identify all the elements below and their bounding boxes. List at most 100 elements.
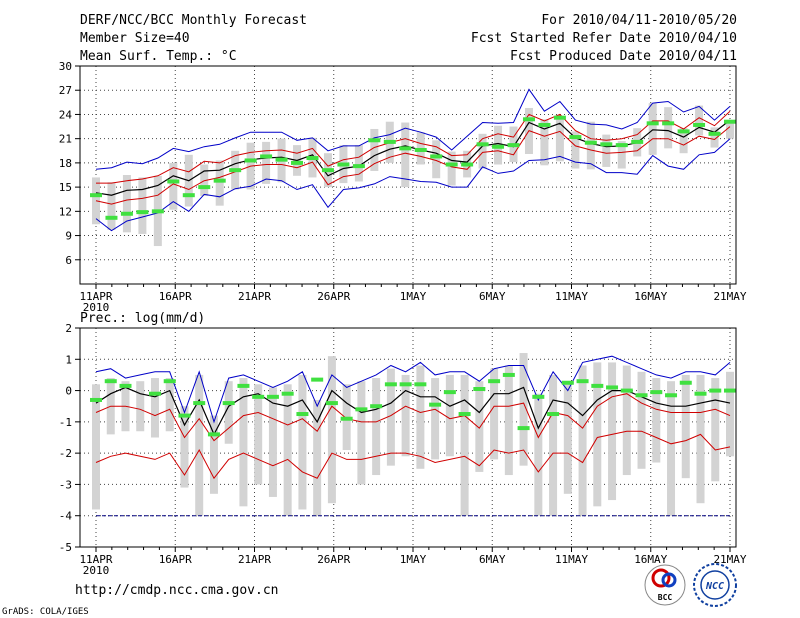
observed-marker [473, 387, 486, 392]
observed-marker [522, 117, 535, 122]
box-bar [268, 387, 277, 497]
box-bar [563, 381, 572, 494]
observed-marker [615, 143, 628, 148]
box-bar [298, 374, 307, 510]
box-bar [504, 365, 513, 476]
x-tick-label: 11APR [79, 290, 112, 303]
observed-marker [120, 211, 133, 216]
observed-marker [119, 383, 132, 388]
observed-marker [291, 160, 304, 165]
observed-marker [694, 391, 707, 396]
observed-marker [260, 154, 273, 159]
box-bar [586, 121, 595, 170]
observed-marker [646, 121, 659, 126]
y-tick-label: 2 [65, 322, 72, 335]
y-tick-label: 18 [59, 157, 72, 170]
x-tick-label: 21MAY [713, 290, 746, 303]
box-bar [169, 162, 178, 210]
x-tick-label: 6MAY [479, 553, 506, 566]
observed-marker [384, 382, 397, 387]
observed-marker [606, 385, 619, 390]
box-bar [107, 182, 116, 230]
observed-marker [538, 122, 551, 127]
observed-marker [631, 139, 644, 144]
box-bar [490, 368, 499, 460]
y-tick-label: -2 [59, 447, 72, 460]
box-bar [652, 378, 661, 463]
box-bar [578, 365, 587, 516]
observed-marker [355, 407, 368, 412]
observed-marker [275, 157, 288, 162]
box-bar [283, 384, 292, 516]
precipitation-boxes [92, 353, 734, 516]
observed-marker [488, 379, 501, 384]
x-tick-label: 11MAY [555, 553, 588, 566]
y-tick-label: -3 [59, 478, 72, 491]
observed-marker [445, 162, 458, 167]
observed-marker [311, 377, 324, 382]
y-tick-label: 24 [59, 108, 73, 121]
box-bar [327, 356, 336, 504]
member-size-label: Member Size=40 [80, 31, 190, 46]
box-bar [445, 374, 454, 457]
y-tick-label: 30 [59, 60, 72, 73]
ncc-logo-text: NCC [705, 581, 724, 592]
observed-marker [709, 388, 722, 393]
temperature-plot-frame [79, 65, 737, 285]
x-tick-label: 16MAY [634, 553, 667, 566]
box-bar [602, 134, 611, 167]
observed-marker [370, 404, 383, 409]
box-bar [239, 378, 248, 507]
observed-marker [182, 193, 195, 198]
box-bar [726, 371, 734, 457]
x-tick-label: 16MAY [634, 290, 667, 303]
box-bar [460, 374, 469, 516]
observed-marker [337, 162, 350, 167]
box-bar [313, 399, 322, 516]
observed-marker [266, 394, 279, 399]
x-tick-year-label: 2010 [83, 564, 110, 577]
x-tick-label: 21MAY [713, 553, 746, 566]
observed-marker [136, 210, 149, 215]
observed-marker [352, 164, 365, 169]
x-tick-label: 1MAY [400, 553, 427, 566]
box-bar [478, 133, 487, 169]
box-bar [667, 381, 676, 516]
x-tick-label: 11MAY [555, 290, 588, 303]
precipitation-plot-frame [79, 327, 737, 548]
box-bar [150, 378, 159, 438]
observed-marker [213, 178, 226, 183]
box-bar [215, 160, 224, 206]
observed-marker [104, 379, 117, 384]
footer-url[interactable]: http://cmdp.ncc.cma.gov.cn [75, 583, 279, 598]
observed-marker [679, 380, 692, 385]
y-tick-label: 9 [65, 230, 72, 243]
temperature-ylabel: Mean Surf. Temp.: °C [80, 49, 237, 64]
refer-date-label: Fcst Started Refer Date 2010/04/10 [471, 31, 737, 46]
box-bar [519, 353, 528, 466]
observed-marker [492, 144, 505, 149]
temperature-observed-markers [90, 115, 736, 220]
observed-marker [429, 402, 442, 407]
precipitation-ylabel: Prec.: log(mm/d) [80, 311, 205, 326]
observed-marker [569, 135, 582, 140]
observed-marker [90, 397, 102, 402]
temperature-lines [95, 88, 731, 232]
y-tick-label: 12 [59, 205, 72, 218]
y-tick-label: 1 [65, 353, 72, 366]
max-line [95, 355, 731, 424]
box-bar [695, 105, 704, 136]
box-bar [254, 384, 263, 485]
box-bar [711, 378, 720, 482]
y-tick-label: -1 [59, 416, 72, 429]
box-bar [180, 406, 189, 488]
y-tick-label: -5 [59, 541, 72, 554]
x-tick-label: 21APR [238, 290, 271, 303]
x-tick-year-label: 2010 [83, 301, 110, 314]
observed-marker [325, 401, 338, 406]
x-tick-label: 26APR [317, 290, 350, 303]
box-bar [608, 362, 617, 501]
